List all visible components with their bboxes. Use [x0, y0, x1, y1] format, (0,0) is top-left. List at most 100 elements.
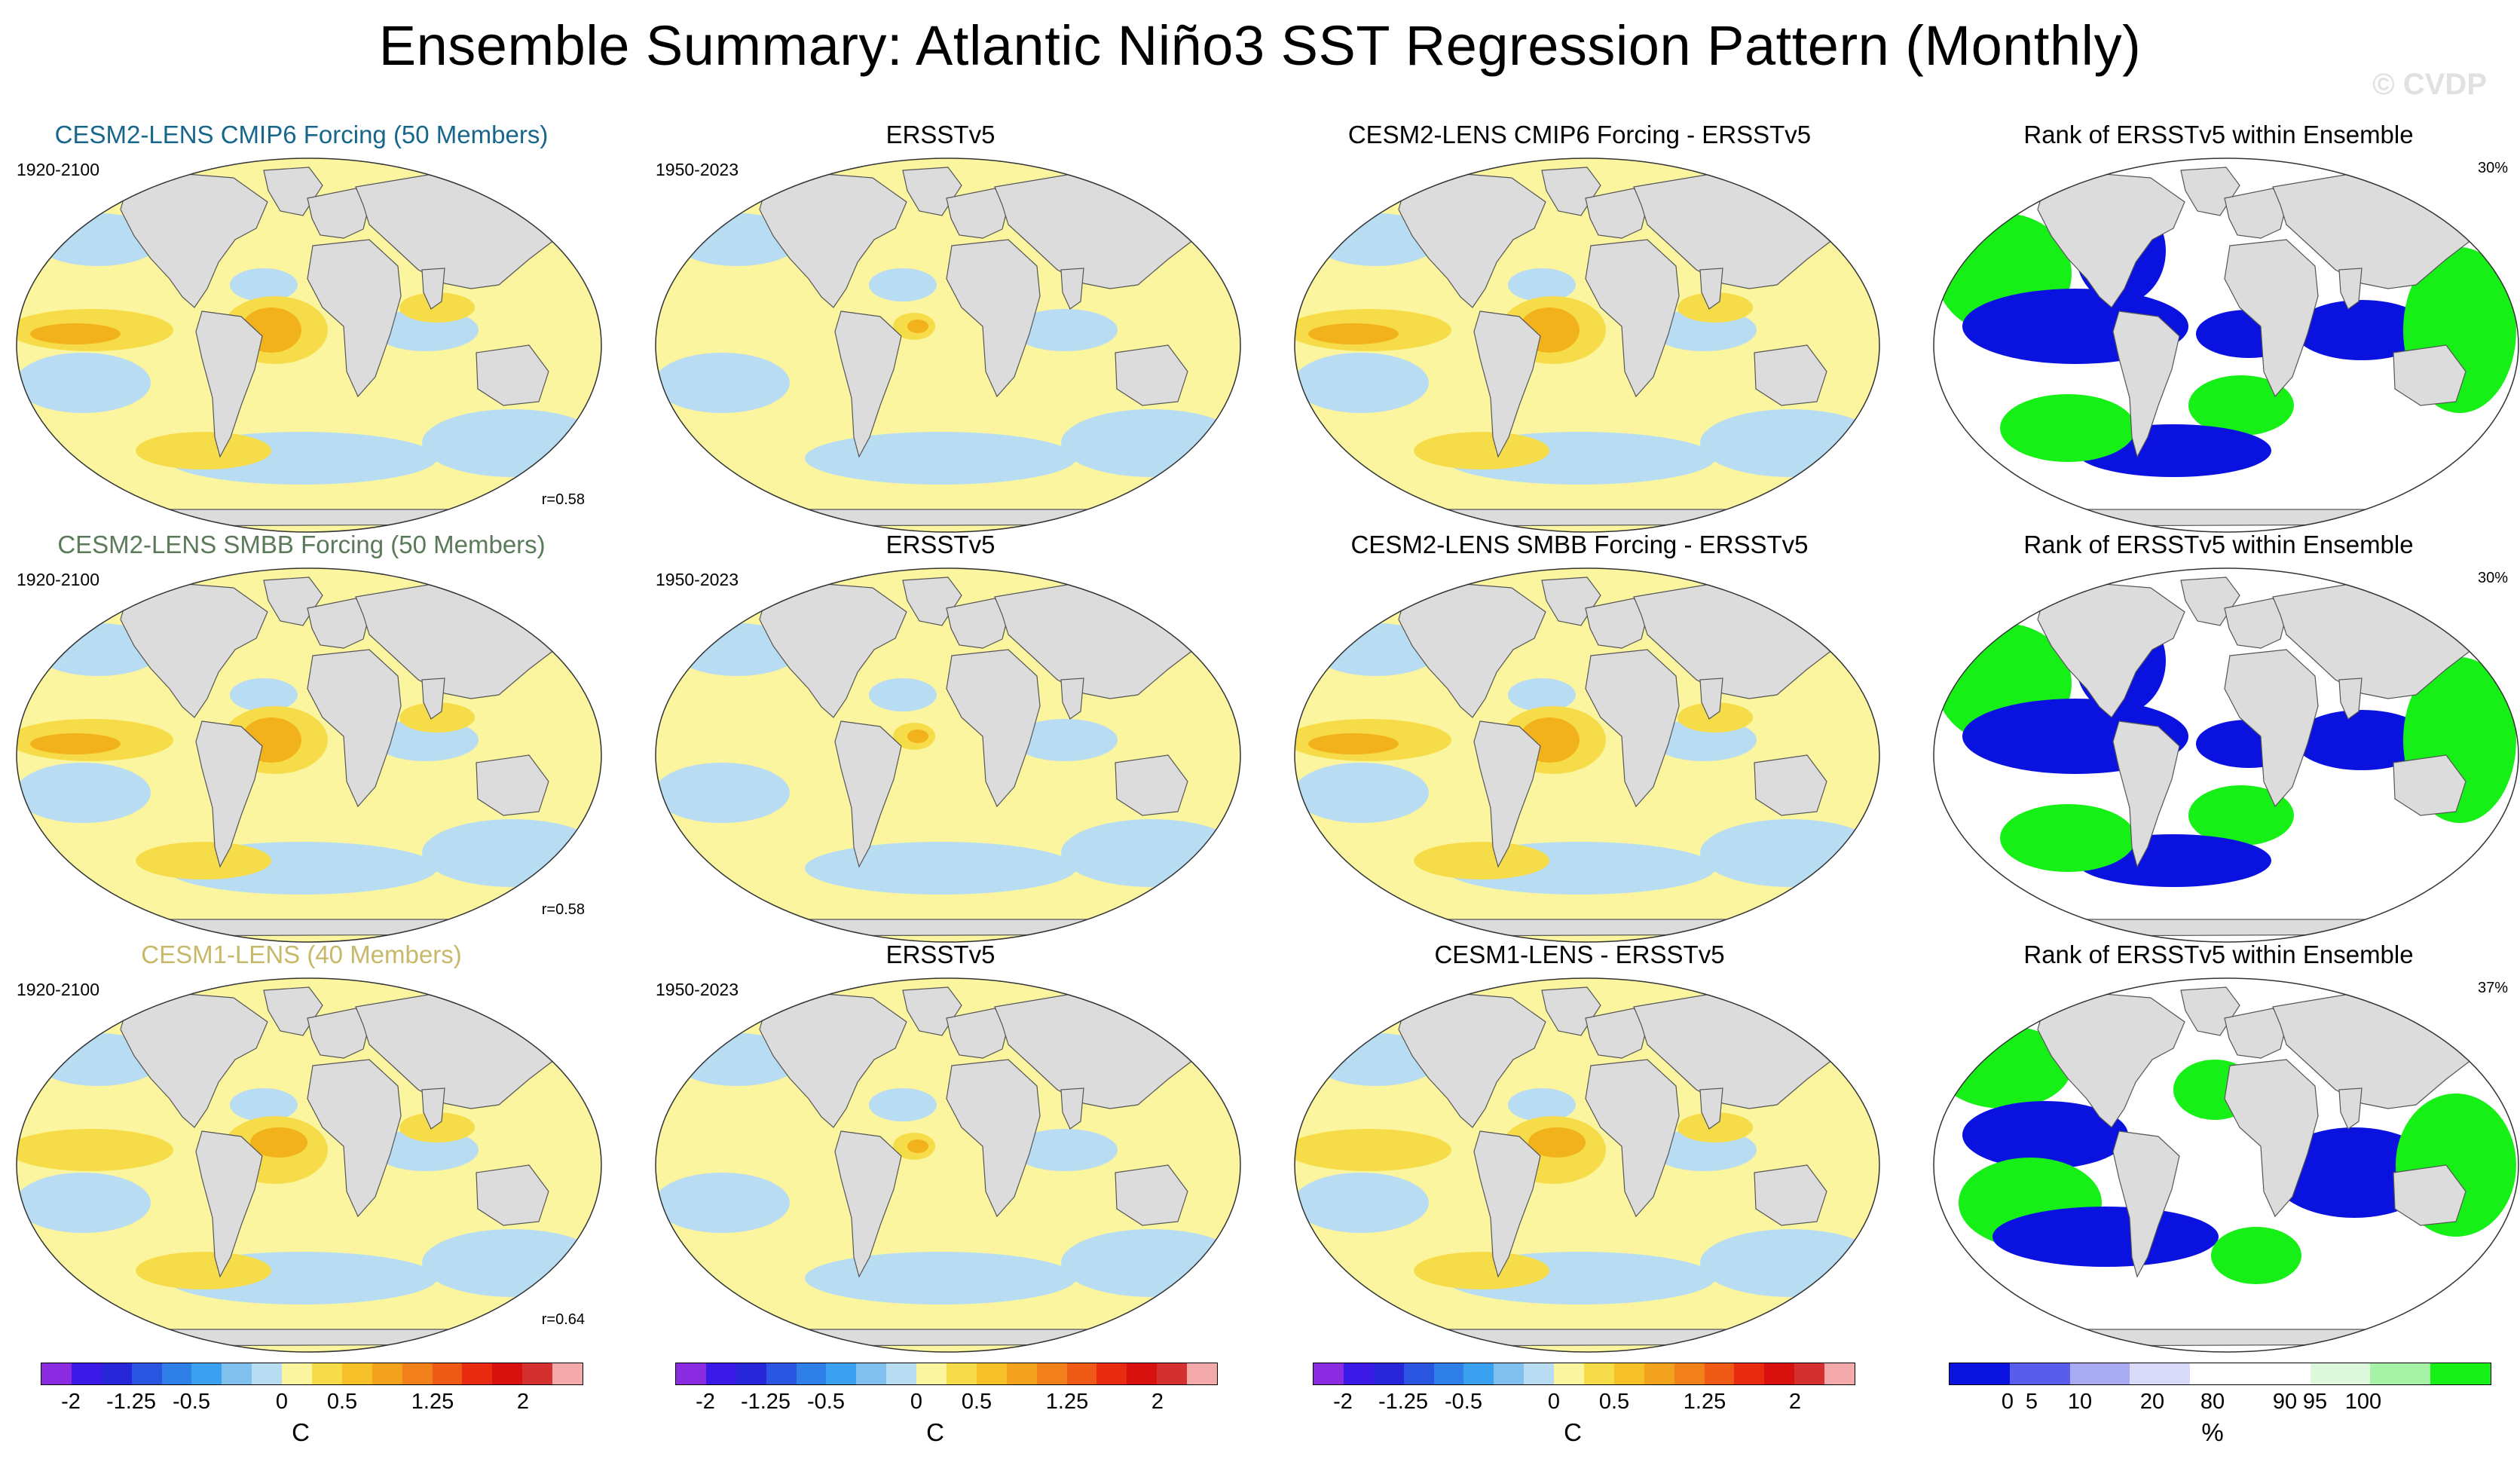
colorbar-swatch: [2430, 1363, 2491, 1384]
colorbar-swatch: [1524, 1363, 1555, 1384]
colorbar-tick-label: 2: [1788, 1390, 1802, 1414]
map-border: [1294, 977, 1880, 1353]
land-greenland: [1541, 577, 1601, 626]
panel-obs-row1: ERSSTv5 1950-2023: [639, 121, 1242, 543]
panel-title: CESM1-LENS - ERSSTv5: [1434, 941, 1725, 968]
colorbar-swatch: [916, 1363, 947, 1384]
colorbar-tick-label: 0.5: [1598, 1390, 1630, 1414]
colorbar-tick-label: -1.25: [740, 1390, 791, 1414]
land-antarctica: [1390, 919, 1784, 937]
land-australia: [1754, 1164, 1827, 1226]
land-south-america: [2112, 720, 2180, 868]
panel-rank-row2: Rank of ERSSTv5 within Ensemble 30%: [1917, 531, 2520, 953]
land-greenland: [902, 986, 962, 1036]
land-north-america: [1398, 993, 1546, 1128]
colorbar-swatch: [222, 1363, 252, 1384]
land-south-america: [834, 1130, 902, 1278]
land-north-america: [759, 583, 907, 718]
panel-title: CESM1-LENS (40 Members): [141, 941, 462, 968]
colorbar-sst-3: -2 -1.25 -0.5 0 0.5 1.25 2 C: [1313, 1363, 1855, 1453]
land-india: [1060, 1087, 1084, 1130]
land-greenland: [2180, 167, 2240, 216]
world-map: [1933, 977, 2519, 1353]
colorbar-tick-label: 5: [2025, 1390, 2038, 1414]
colorbar-swatch: [1613, 1363, 1644, 1384]
land-india: [1060, 268, 1084, 310]
colorbar-swatch: [432, 1363, 463, 1384]
cvdp-watermark: © CVDP: [2372, 68, 2487, 101]
colorbar-swatch: [101, 1363, 132, 1384]
land-australia: [1754, 754, 1827, 816]
colorbar-swatches: [675, 1363, 1218, 1385]
years-label: 1950-2023: [656, 160, 739, 179]
panel-obs-row2: ERSSTv5 1950-2023: [639, 531, 1242, 953]
colorbar-tick-label: 0: [2001, 1390, 2014, 1414]
map-border: [655, 567, 1241, 943]
land-africa: [2224, 239, 2319, 398]
colorbar-swatch: [976, 1363, 1007, 1384]
land-south-america: [2112, 310, 2180, 458]
colorbar-swatch: [402, 1363, 433, 1384]
colorbar-swatch: [1127, 1363, 1158, 1384]
map-border: [1933, 977, 2519, 1353]
land-south-america: [2112, 1130, 2180, 1278]
colorbar-tick-label: 0.5: [961, 1390, 992, 1414]
land-india: [421, 678, 445, 720]
colorbar-tick-label: -1.25: [1378, 1390, 1429, 1414]
land-antarctica: [751, 509, 1145, 527]
land-north-america: [2037, 583, 2185, 718]
years-label: 1950-2023: [656, 570, 739, 589]
colorbar-swatch: [492, 1363, 523, 1384]
colorbar-tick-label: 2: [516, 1390, 530, 1414]
colorbar-unit: C: [1564, 1418, 1582, 1446]
panel-ensemble-row3: CESM1-LENS (40 Members) 1920-2100 r=0.64: [0, 941, 603, 1363]
colorbar-swatch: [736, 1363, 766, 1384]
colorbar-tick-label: 1.25: [1045, 1390, 1089, 1414]
world-map: [655, 158, 1241, 533]
land-south-america: [834, 310, 902, 458]
land-greenland: [263, 167, 323, 216]
colorbar-swatch: [705, 1363, 736, 1384]
land-layer: [751, 577, 1202, 937]
world-map: [1294, 158, 1880, 533]
colorbar-swatch: [2249, 1363, 2311, 1384]
colorbar-swatch: [1704, 1363, 1735, 1384]
panel-title: Rank of ERSSTv5 within Ensemble: [2023, 531, 2414, 558]
land-india: [421, 1087, 445, 1130]
panel-title: Rank of ERSSTv5 within Ensemble: [2023, 121, 2414, 148]
land-africa: [946, 649, 1041, 808]
colorbar-swatch: [2130, 1363, 2191, 1384]
colorbar-tick-label: 0: [1547, 1390, 1561, 1414]
panel-diff-row1: CESM2-LENS CMIP6 Forcing - ERSSTv5: [1278, 121, 1881, 543]
colorbar-swatch: [1433, 1363, 1464, 1384]
colorbar-swatch: [1764, 1363, 1795, 1384]
land-australia: [476, 1164, 549, 1226]
land-africa: [1585, 649, 1680, 808]
land-australia: [1115, 754, 1188, 816]
colorbar-tick-label: 100: [2344, 1390, 2382, 1414]
land-antarctica: [2029, 919, 2424, 937]
colorbar-swatch: [1343, 1363, 1374, 1384]
colorbar-rank: 0 5 10 20 80 90 95 100%: [1949, 1363, 2491, 1453]
land-australia: [1754, 344, 1827, 406]
land-india: [1699, 1087, 1723, 1130]
colorbar-tick-label: 1.25: [1683, 1390, 1726, 1414]
colorbar-swatch: [1373, 1363, 1404, 1384]
colorbar-swatch: [1066, 1363, 1097, 1384]
map-border: [16, 567, 602, 943]
colorbar-swatch: [856, 1363, 887, 1384]
land-antarctica: [1390, 1329, 1784, 1347]
colorbar-tick-label: -0.5: [807, 1390, 845, 1414]
colorbar-tick-label: 0: [910, 1390, 923, 1414]
colorbar-tick-label: 0.5: [326, 1390, 358, 1414]
land-australia: [2393, 344, 2466, 406]
panel-title: CESM2-LENS SMBB Forcing - ERSSTv5: [1350, 531, 1809, 558]
world-map: [655, 567, 1241, 943]
colorbar-swatch: [522, 1363, 553, 1384]
panel-title: ERSSTv5: [885, 121, 995, 148]
colorbar-swatch: [41, 1363, 72, 1384]
world-map: [655, 977, 1241, 1353]
years-label: 1920-2100: [17, 160, 99, 179]
map-border: [1933, 567, 2519, 943]
colorbar-swatch: [1096, 1363, 1127, 1384]
